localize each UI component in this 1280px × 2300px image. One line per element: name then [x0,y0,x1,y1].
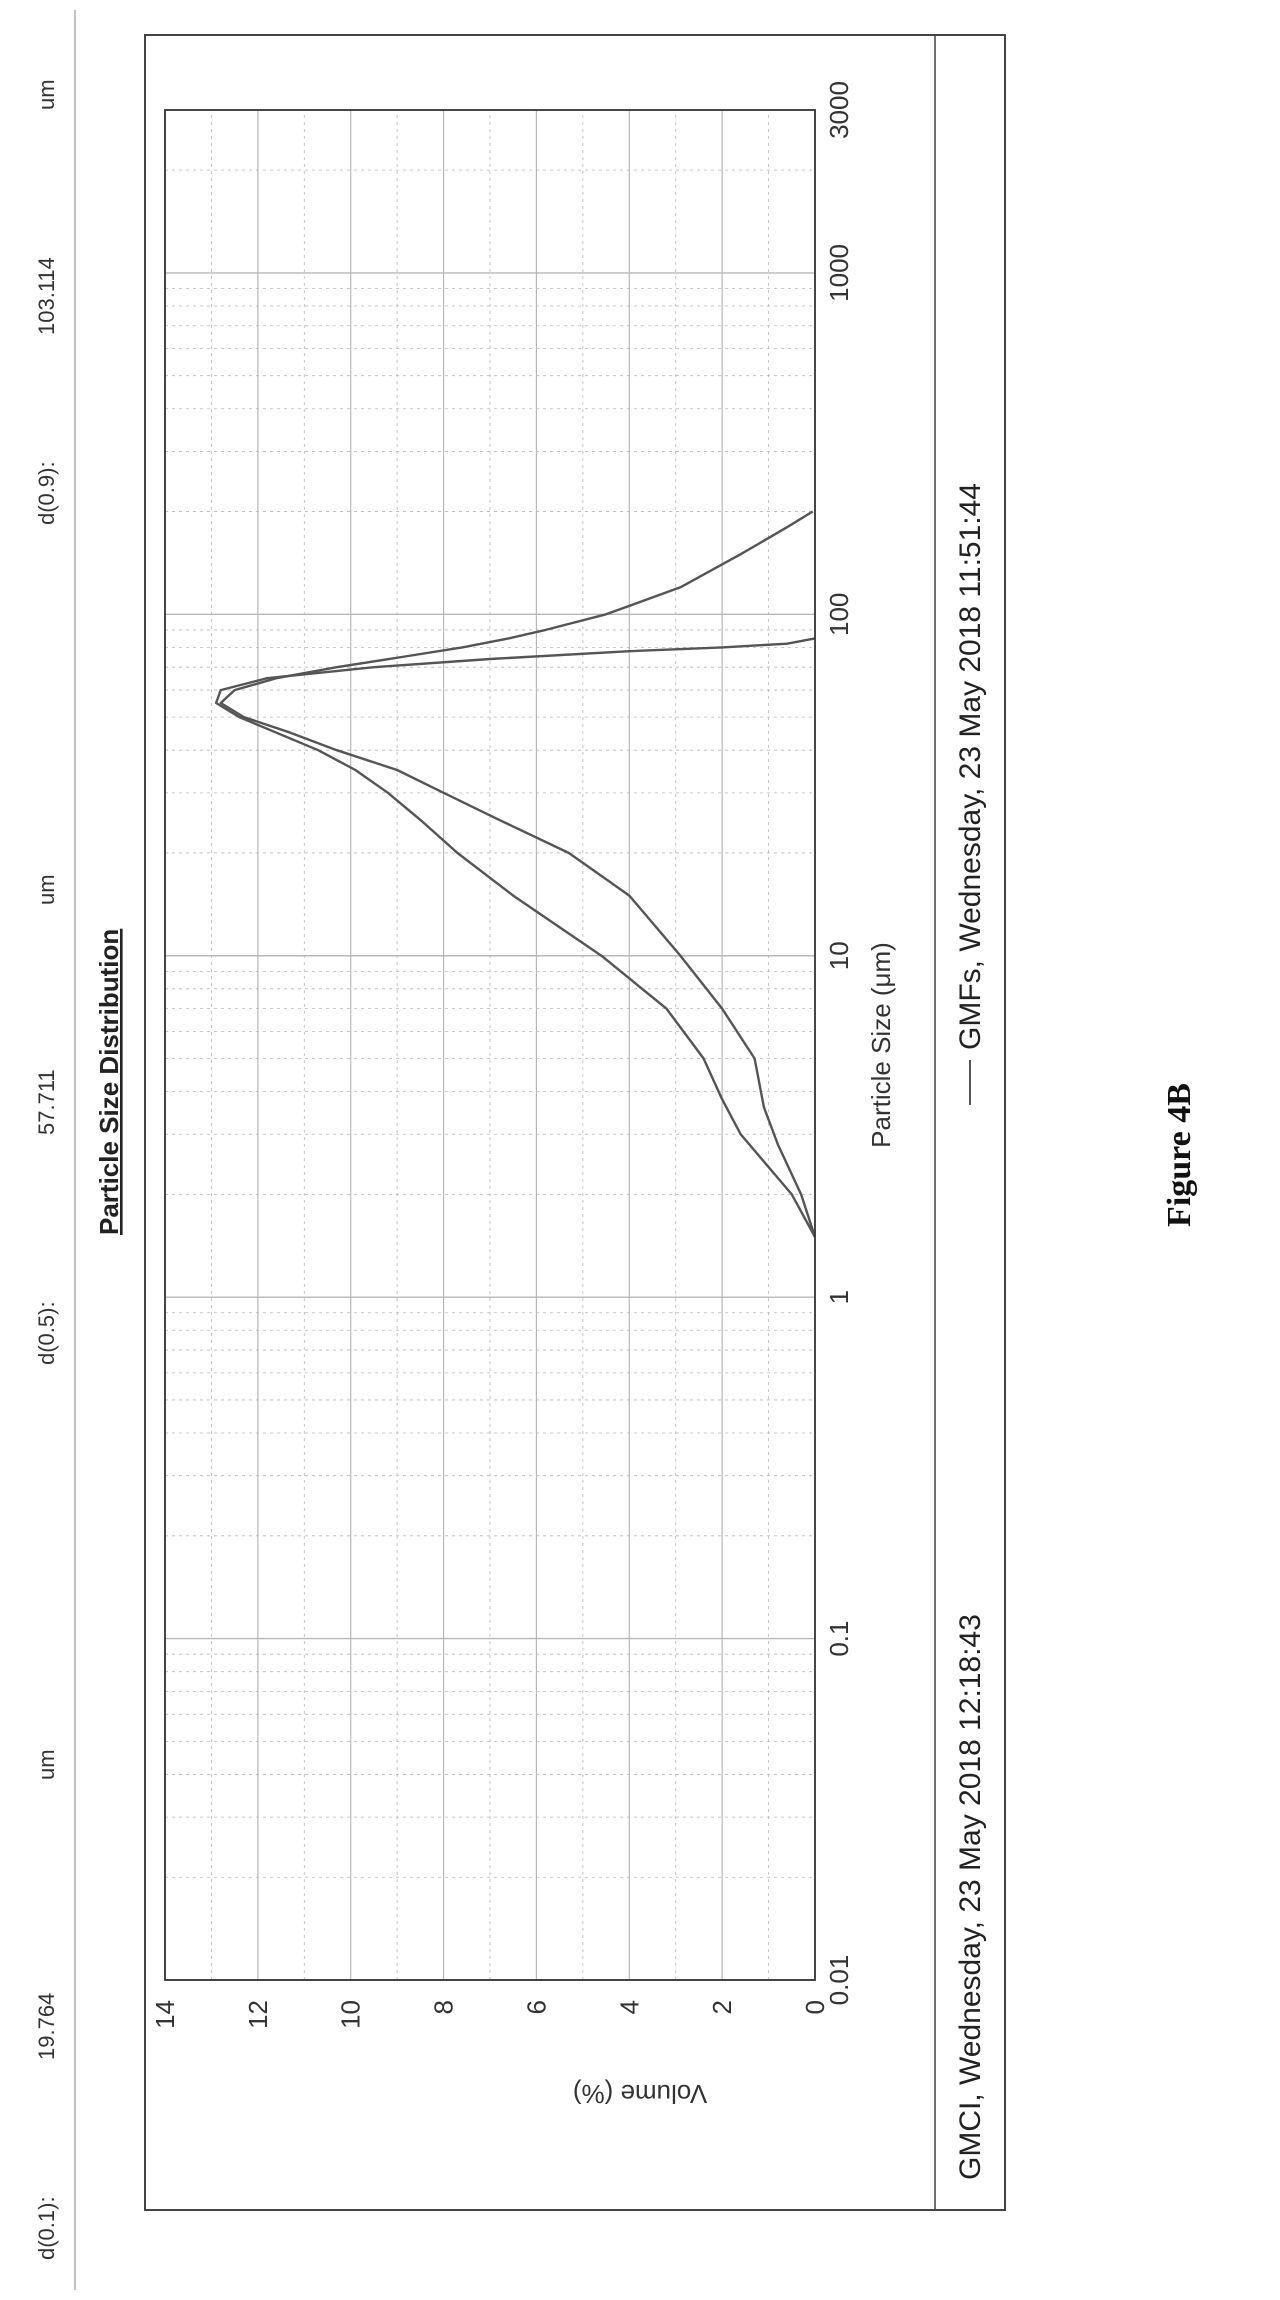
figure-caption: Figure 4B [1161,1083,1198,1227]
y-tick-label: 4 [614,2000,644,2014]
x-tick-label: 10 [824,941,854,970]
x-tick-label: 1000 [824,244,854,302]
y-tick-label: 6 [521,2000,551,2014]
legend-entry-gmci: GMCI, Wednesday, 23 May 2018 12:18:43 [954,1614,987,2180]
legend-entry-gmfs: GMFs, Wednesday, 23 May 2018 11:51:44 [954,483,987,1050]
d90-label: d(0.9): [34,461,59,525]
y-tick-label: 14 [150,2000,180,2029]
d90-unit: um [34,79,59,110]
plot-area-frame [164,109,816,1981]
series-curves [214,510,817,1238]
y-tick-labels: 0 2 4 6 8 10 12 14 [150,2000,830,2029]
y-tick-label: 10 [336,2000,366,2029]
chart-title: Particle Size Distribution [94,929,124,1235]
d10-label: d(0.1): [34,2196,59,2260]
x-axis-label: Particle Size (μm) [866,942,896,1148]
grid-lines [164,109,816,1981]
x-tick-label: 1 [824,1290,854,1304]
d90-value: 103.114 [34,257,59,335]
x-tick-label: 3000 [824,81,854,139]
series-line-0 [219,510,817,1238]
d50-label: d(0.5): [34,1301,59,1365]
y-tick-label: 0 [800,2000,830,2014]
d10-value: 19.764 [34,1993,59,2060]
x-tick-label: 0.01 [824,1955,854,2006]
y-axis-label: Volume (%) [573,2079,707,2109]
y-tick-label: 8 [429,2000,459,2014]
d50-unit: um [34,874,59,905]
series-line-1 [214,637,817,1238]
chart-outer-frame [144,34,1006,2211]
x-tick-labels: 0.01 0.1 1 10 100 1000 3000 [824,81,854,2005]
x-tick-label: 0.1 [824,1621,854,1657]
d50-value: 57.711 [34,1069,59,1135]
x-tick-label: 100 [824,593,854,636]
y-tick-label: 12 [243,2000,273,2029]
y-tick-label: 2 [707,2000,737,2014]
d10-unit: um [34,1749,59,1780]
